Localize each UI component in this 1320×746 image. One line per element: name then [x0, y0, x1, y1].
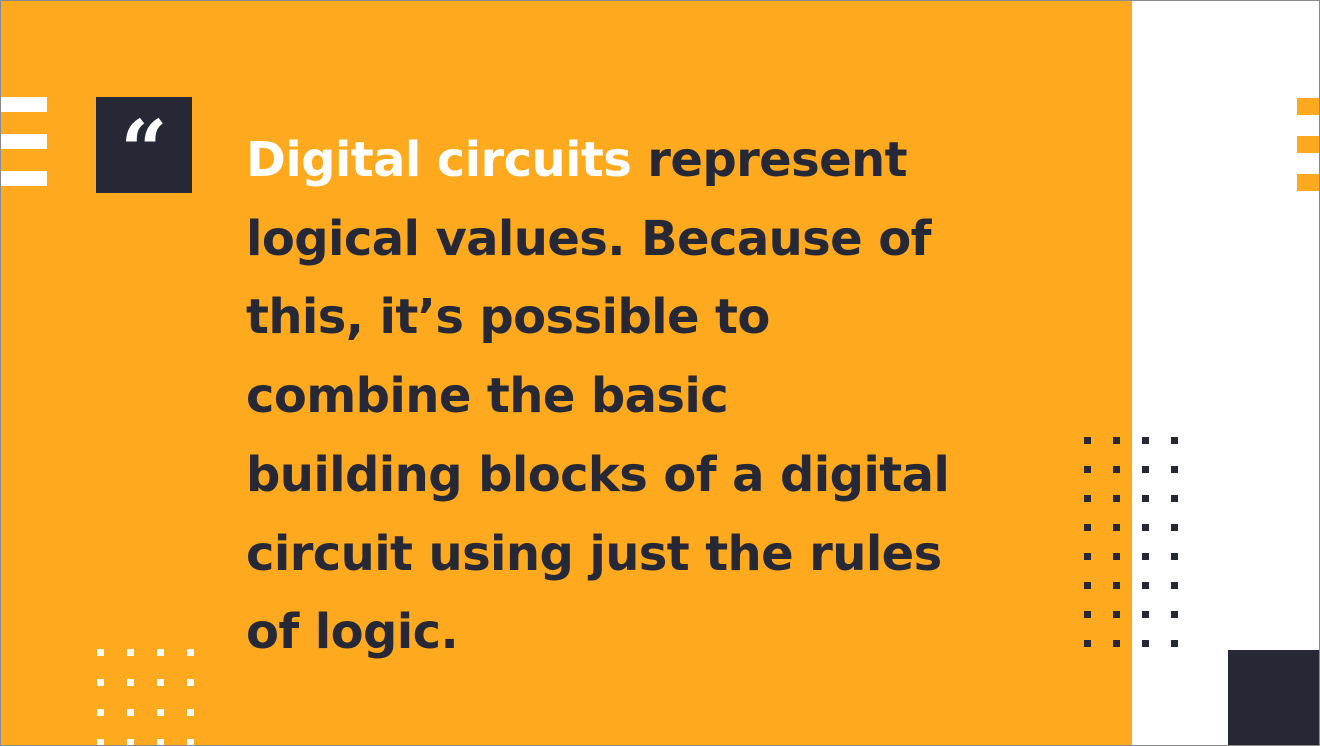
decor-bar: [1297, 174, 1319, 191]
quote-highlight: Digital circuits: [246, 132, 632, 188]
decor-dot: [157, 709, 164, 716]
decor-bar: [1, 171, 47, 186]
decor-dot: [1171, 582, 1178, 589]
decor-dot: [1113, 582, 1120, 589]
decor-dot: [1171, 524, 1178, 531]
corner-square: [1228, 650, 1319, 745]
decor-dot: [127, 679, 134, 686]
decor-dot: [1113, 524, 1120, 531]
right-dot-grid: [1084, 437, 1178, 647]
decor-dot: [1084, 437, 1091, 444]
decor-dot: [127, 709, 134, 716]
quote-line: combine the basic: [246, 368, 729, 425]
quote-line: this, it’s possible to: [246, 289, 770, 346]
decor-dot: [1084, 553, 1091, 560]
decor-dot: [1113, 611, 1120, 618]
quote-icon-box: “: [96, 97, 192, 199]
decor-dot: [1084, 611, 1091, 618]
quote-line: of logic.: [246, 604, 459, 661]
decor-dot: [187, 679, 194, 686]
decor-dot: [1113, 437, 1120, 444]
decor-dot: [1113, 553, 1120, 560]
decor-dot: [1084, 524, 1091, 531]
decor-dot: [1171, 437, 1178, 444]
decor-dot: [1171, 611, 1178, 618]
decor-dot: [127, 649, 134, 656]
right-bars-decoration: [1297, 98, 1319, 212]
quote-line: building blocks of a digital: [246, 446, 950, 503]
decor-bar: [1297, 136, 1319, 153]
decor-dot: [1113, 466, 1120, 473]
decor-dot: [1171, 495, 1178, 502]
quote-line: circuit using just the rules: [246, 525, 942, 582]
quote-line: represent: [631, 132, 907, 188]
decor-dot: [157, 679, 164, 686]
decor-dot: [1084, 582, 1091, 589]
decor-dot: [1142, 582, 1149, 589]
decor-dot: [187, 649, 194, 656]
decor-dot: [187, 739, 194, 745]
decor-dot: [1142, 640, 1149, 647]
decor-dot: [97, 739, 104, 745]
decor-dot: [187, 709, 194, 716]
quote-line: logical values. Because of: [246, 210, 931, 267]
decor-dot: [1084, 495, 1091, 502]
decor-dot: [127, 739, 134, 745]
decor-dot: [1084, 466, 1091, 473]
decor-dot: [1142, 495, 1149, 502]
quote-text: Digital circuits represent logical values…: [246, 121, 986, 672]
decor-dot: [1142, 611, 1149, 618]
decor-dot: [1142, 437, 1149, 444]
left-bars-decoration: [1, 97, 47, 208]
decor-dot: [157, 649, 164, 656]
decor-bar: [1297, 98, 1319, 115]
decor-dot: [1142, 466, 1149, 473]
decor-dot: [157, 739, 164, 745]
decor-bar: [1, 97, 47, 112]
decor-dot: [1084, 640, 1091, 647]
decor-dot: [1113, 495, 1120, 502]
decor-dot: [1171, 466, 1178, 473]
decor-dot: [1171, 553, 1178, 560]
decor-dot: [97, 709, 104, 716]
decor-dot: [97, 679, 104, 686]
bottom-dot-grid: [97, 649, 194, 745]
decor-dot: [97, 649, 104, 656]
decor-bar: [1, 134, 47, 149]
decor-dot: [1142, 524, 1149, 531]
quote-mark-icon: “: [120, 103, 168, 199]
decor-dot: [1142, 553, 1149, 560]
decor-dot: [1171, 640, 1178, 647]
decor-dot: [1113, 640, 1120, 647]
